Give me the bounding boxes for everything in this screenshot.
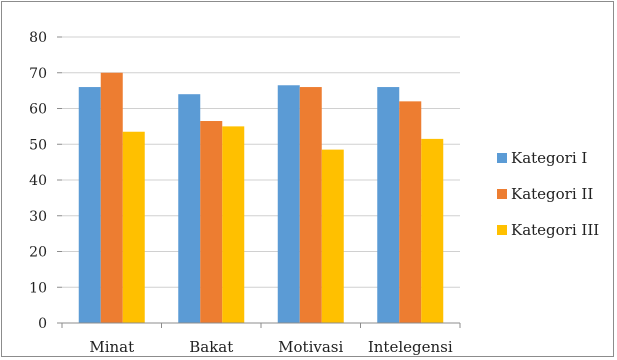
bar-bakat-series-3 xyxy=(222,126,245,323)
legend-swatch-3 xyxy=(497,225,507,235)
y-tick-label: 70 xyxy=(29,66,47,82)
bar-minat-series-3 xyxy=(122,131,145,323)
legend-swatch-1 xyxy=(497,153,507,163)
bar-minat-series-1 xyxy=(78,87,101,323)
y-tick-label: 20 xyxy=(29,245,47,261)
bar-bakat-series-1 xyxy=(178,94,201,323)
bar-intelegensi-series-1 xyxy=(377,87,400,323)
category-label-intelegensi: Intelegensi xyxy=(368,338,453,356)
y-tick-label: 0 xyxy=(38,316,47,332)
y-tick-label: 40 xyxy=(29,173,47,189)
legend-swatch-2 xyxy=(497,189,507,199)
bar-motivasi-series-2 xyxy=(299,87,322,323)
category-labels: Minat Bakat Motivasi Intelegensi xyxy=(61,323,461,356)
bar-intelegensi-series-3 xyxy=(421,138,444,323)
y-tick-label: 60 xyxy=(29,102,47,118)
y-tick-label: 50 xyxy=(29,137,47,153)
y-tick-label: 10 xyxy=(29,280,47,296)
legend-label-2: Kategori II xyxy=(511,185,593,203)
bars xyxy=(78,72,444,323)
legend: Kategori I Kategori II Kategori III xyxy=(497,149,599,239)
legend-label-1: Kategori I xyxy=(511,149,587,167)
bar-motivasi-series-3 xyxy=(321,149,344,323)
bar-minat-series-2 xyxy=(100,72,123,323)
y-tick-label: 30 xyxy=(29,209,47,225)
legend-label-3: Kategori III xyxy=(511,221,599,239)
category-label-motivasi: Motivasi xyxy=(278,338,343,356)
y-axis-ticks: 0 10 20 30 40 50 60 70 80 xyxy=(29,30,62,332)
y-tick-label: 80 xyxy=(29,30,47,46)
bar-motivasi-series-1 xyxy=(277,85,300,323)
bar-bakat-series-2 xyxy=(200,121,223,323)
bar-intelegensi-series-2 xyxy=(399,101,422,323)
category-label-bakat: Bakat xyxy=(189,338,233,356)
category-label-minat: Minat xyxy=(89,338,134,356)
